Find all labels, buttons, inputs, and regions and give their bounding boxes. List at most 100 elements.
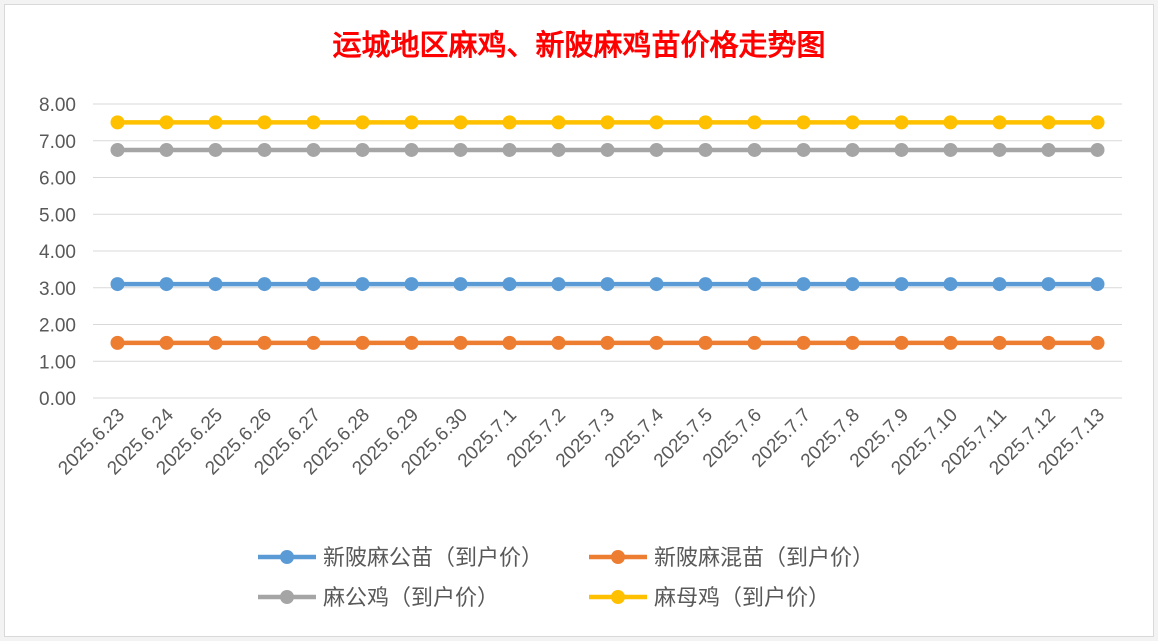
- data-point: [257, 277, 272, 292]
- gridlines: [93, 103, 1122, 399]
- data-point: [796, 142, 811, 157]
- data-point: [796, 277, 811, 292]
- data-point: [110, 277, 125, 292]
- data-point: [992, 115, 1007, 130]
- data-point: [1090, 277, 1105, 292]
- data-point: [894, 335, 909, 350]
- data-point: [502, 115, 517, 130]
- data-point: [747, 335, 762, 350]
- y-tick-label: 5.00: [39, 205, 76, 226]
- y-tick-label: 8.00: [39, 95, 76, 116]
- data-point: [257, 335, 272, 350]
- data-point: [208, 335, 223, 350]
- series-2: [110, 335, 1105, 350]
- y-tick-label: 0.00: [39, 389, 76, 410]
- chart-area: [4, 4, 1154, 637]
- data-point: [649, 142, 664, 157]
- data-point: [894, 115, 909, 130]
- data-point: [600, 142, 615, 157]
- series-layer: [110, 115, 1105, 350]
- data-point: [1090, 115, 1105, 130]
- data-point: [257, 115, 272, 130]
- data-point: [306, 115, 321, 130]
- legend-swatch-marker: [280, 550, 294, 564]
- data-point: [110, 115, 125, 130]
- data-point: [453, 142, 468, 157]
- legend-swatch-marker: [611, 550, 625, 564]
- data-point: [747, 277, 762, 292]
- data-point: [159, 277, 174, 292]
- series-4: [110, 115, 1105, 130]
- legend-label: 新陂麻混苗（到户价）: [654, 546, 874, 571]
- data-point: [1041, 335, 1056, 350]
- data-point: [208, 115, 223, 130]
- data-point: [1090, 335, 1105, 350]
- data-point: [404, 335, 419, 350]
- data-point: [747, 115, 762, 130]
- data-point: [257, 142, 272, 157]
- data-point: [306, 335, 321, 350]
- data-point: [502, 277, 517, 292]
- data-point: [600, 115, 615, 130]
- data-point: [551, 115, 566, 130]
- data-point: [1041, 142, 1056, 157]
- data-point: [551, 142, 566, 157]
- data-point: [453, 115, 468, 130]
- legend-label: 麻公鸡（到户价）: [323, 586, 499, 611]
- data-point: [943, 115, 958, 130]
- y-tick-label: 7.00: [39, 132, 76, 153]
- y-tick-label: 1.00: [39, 352, 76, 373]
- data-point: [159, 142, 174, 157]
- data-point: [796, 115, 811, 130]
- data-point: [208, 277, 223, 292]
- data-point: [698, 335, 713, 350]
- data-point: [208, 142, 223, 157]
- data-point: [355, 142, 370, 157]
- data-point: [992, 142, 1007, 157]
- series-1: [110, 277, 1105, 292]
- data-point: [159, 115, 174, 130]
- data-point: [649, 115, 664, 130]
- data-point: [355, 277, 370, 292]
- data-point: [894, 142, 909, 157]
- data-point: [845, 142, 860, 157]
- x-axis-ticks: 2025.6.232025.6.242025.6.252025.6.262025…: [54, 404, 1109, 479]
- data-point: [992, 277, 1007, 292]
- data-point: [453, 277, 468, 292]
- data-point: [453, 335, 468, 350]
- series-3: [110, 142, 1105, 157]
- legend-item: 新陂麻混苗（到户价）: [589, 546, 874, 571]
- data-point: [698, 142, 713, 157]
- data-point: [943, 277, 958, 292]
- data-point: [404, 277, 419, 292]
- legend-item: 麻公鸡（到户价）: [258, 586, 499, 611]
- y-tick-label: 6.00: [39, 169, 76, 190]
- data-point: [845, 277, 860, 292]
- legend-label: 麻母鸡（到户价）: [654, 586, 830, 611]
- data-point: [306, 142, 321, 157]
- data-point: [698, 277, 713, 292]
- data-point: [698, 115, 713, 130]
- data-point: [404, 115, 419, 130]
- data-point: [1090, 142, 1105, 157]
- data-point: [747, 142, 762, 157]
- data-point: [355, 335, 370, 350]
- legend-swatch-marker: [280, 590, 294, 604]
- legend-item: 新陂麻公苗（到户价）: [258, 546, 543, 571]
- data-point: [943, 142, 958, 157]
- data-point: [1041, 115, 1056, 130]
- data-point: [943, 335, 958, 350]
- data-point: [845, 115, 860, 130]
- data-point: [404, 142, 419, 157]
- data-point: [649, 277, 664, 292]
- data-point: [110, 142, 125, 157]
- data-point: [796, 335, 811, 350]
- data-point: [1041, 277, 1056, 292]
- data-point: [502, 142, 517, 157]
- legend-item: 麻母鸡（到户价）: [589, 586, 830, 611]
- legend: 新陂麻公苗（到户价） 新陂麻混苗（到户价） 麻公鸡（到户价） 麻母鸡（到户价）: [258, 546, 874, 611]
- data-point: [551, 277, 566, 292]
- data-point: [306, 277, 321, 292]
